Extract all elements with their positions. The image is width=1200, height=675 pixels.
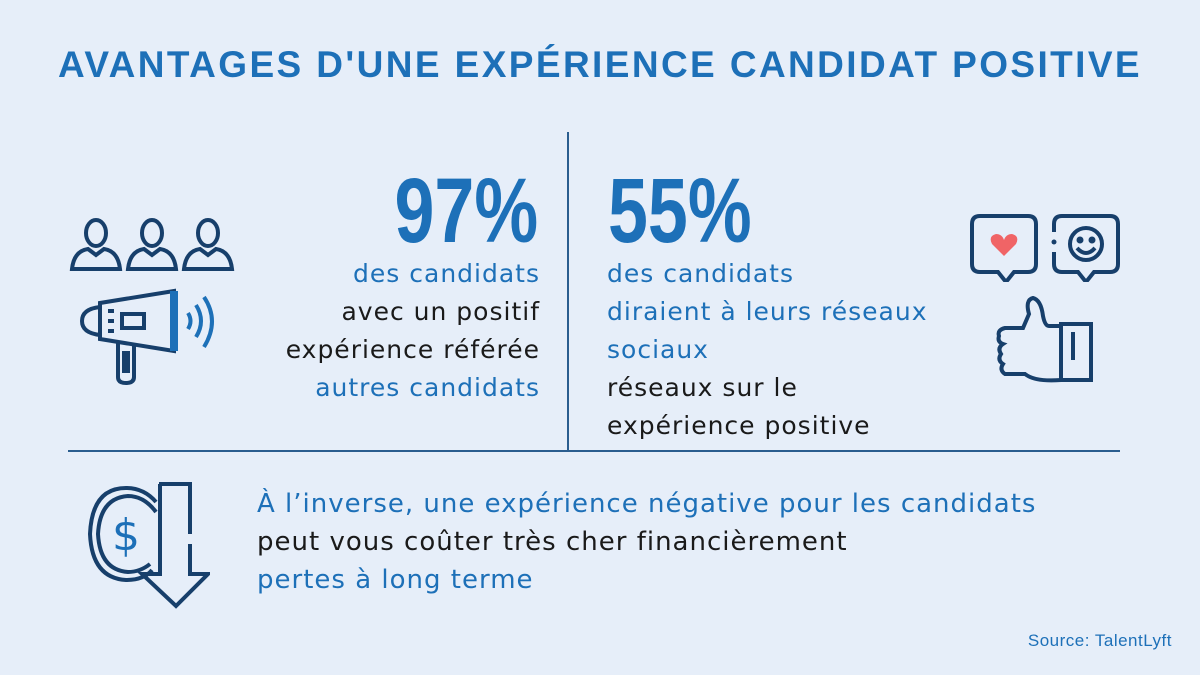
smiley-icon	[1068, 226, 1104, 262]
stat-55-line3: sociaux	[607, 335, 709, 364]
stat-97-line4: autres candidats	[315, 373, 540, 402]
thumbs-up-icon	[996, 296, 1093, 383]
source-label: Source: TalentLyft	[1027, 631, 1172, 650]
bottom-line2: peut vous coûter très cher financièremen…	[257, 527, 848, 557]
stat-55-value: 55%	[608, 160, 752, 262]
vertical-divider	[567, 132, 569, 450]
dollar-icon: $	[112, 510, 140, 561]
stat-97-text: des candidats avec un positif expérience…	[286, 255, 540, 407]
chat-bubbles-icon	[970, 214, 1120, 282]
megaphone-icon	[79, 288, 214, 385]
stat-55-text: des candidats diraient à leurs réseaux s…	[607, 255, 928, 445]
stat-97-line2: avec un positif	[341, 297, 540, 326]
stat-55-line1: des candidats	[607, 259, 794, 288]
bottom-text: À l’inverse, une expérience négative pou…	[257, 485, 1036, 599]
people-icon	[69, 218, 235, 271]
stat-55-line5: expérience positive	[607, 411, 871, 440]
stat-97-line1: des candidats	[353, 259, 540, 288]
money-loss-icon: $	[87, 482, 210, 609]
stat-55-line4: réseaux sur le	[607, 373, 798, 402]
heart-icon	[990, 234, 1018, 256]
page-title: AVANTAGES D'UNE EXPÉRIENCE CANDIDAT POSI…	[57, 44, 1143, 85]
horizontal-divider	[68, 450, 1120, 452]
stat-55-line2: diraient à leurs réseaux	[607, 297, 928, 326]
bottom-line3: pertes à long terme	[257, 565, 534, 595]
bottom-line1: À l’inverse, une expérience négative pou…	[257, 489, 1037, 519]
stat-97-line3: expérience référée	[285, 335, 540, 364]
stat-97-value: 97%	[394, 160, 538, 262]
